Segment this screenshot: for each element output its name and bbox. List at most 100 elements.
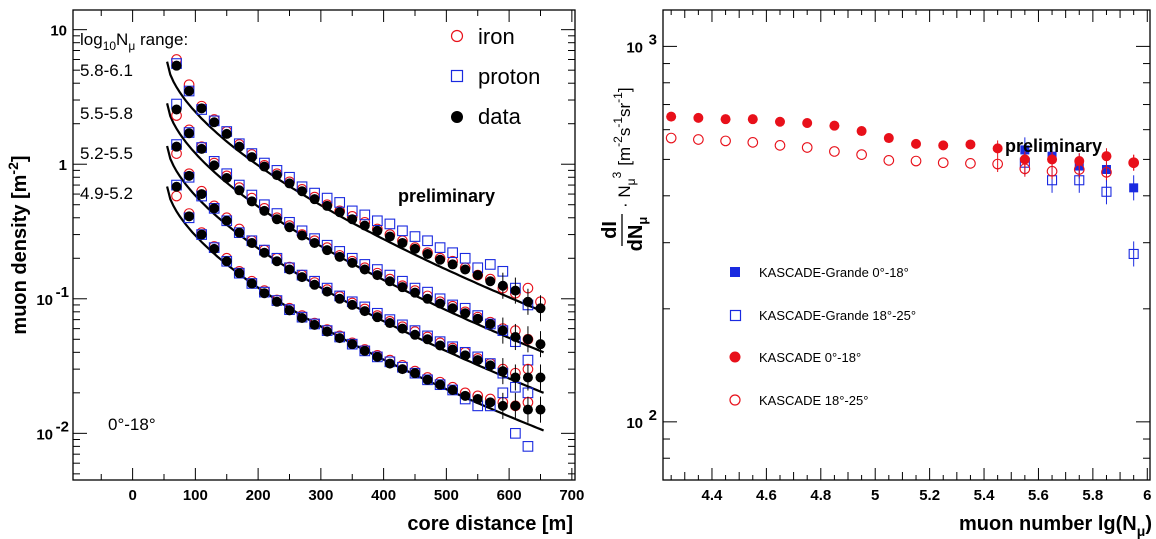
data-point [271,214,282,225]
data-point [184,128,195,139]
range-label-2: 5.5-5.8 [80,104,133,123]
data-point [372,225,383,236]
data-point [246,152,257,163]
range-title-10: 10 [103,39,117,53]
data-point [322,326,333,337]
proton-point [434,242,446,253]
right-y-rest: · Nμ3[m-2s-1sr-1] [610,87,638,208]
right-x-tick-label: 4.4 [702,487,724,504]
right-x-axis-label-end: ) [1145,513,1152,535]
left-y-tick-label: 10 [50,23,67,40]
data-point [460,308,471,319]
kascade-0-18-point [774,116,785,127]
right-preliminary-label: preliminary [1005,136,1102,156]
data-point [271,296,282,307]
legend-iron-marker [450,29,464,43]
data-point [322,245,333,256]
right-y-units-sup1: -2 [611,136,625,147]
right-legend: KASCADE-Grande 0°-18° KASCADE-Grande 18°… [729,265,916,408]
data-point [422,249,433,260]
data-point [409,243,420,254]
data-point [309,319,320,330]
data-point [284,222,295,233]
data-point [246,278,257,289]
data-point [334,293,345,304]
right-x-axis-label-sub: μ [1137,523,1146,539]
data-point [409,329,420,340]
right-x-tick-label: 5.6 [1028,487,1049,504]
data-point [322,286,333,297]
kascade-18-25-point [910,155,922,167]
kascade-0-18-point [720,114,731,125]
kascade-18-25-point [720,135,731,147]
data-point [460,264,471,275]
proton-point [359,209,371,221]
data-point [171,104,182,115]
data-point [297,312,308,323]
proton-point [346,205,358,217]
range-label-4: 4.9-5.2 [80,184,133,203]
kascade-18-25-point [1046,165,1058,177]
right-plot-frame [662,9,1151,481]
data-point [447,344,458,355]
left-x-tick-label: 0 [128,487,136,504]
data-point [196,189,207,200]
right-y-frac-num: dI [599,221,621,239]
data-point [359,345,370,356]
data-point [234,185,245,196]
data-point [246,237,257,248]
data-point [334,207,345,218]
kascade-18-25-point [937,157,949,169]
left-x-axis-label: core distance [m] [407,513,573,535]
right-x-tick-label: 5 [871,487,879,504]
right-x-axis-label: muon number lg(Nμ) [959,513,1152,539]
legend-data-label: data [478,104,522,129]
data-point [472,393,483,404]
iron-point [171,190,182,202]
kascade-18-25-point [693,134,704,145]
left-x-tick-label: 700 [559,487,584,504]
range-title-rest: range: [135,30,188,49]
data-point [209,160,220,171]
data-point [347,339,358,350]
legend-kg-0-18-marker [730,267,740,277]
right-y-tick-label-exp: 2 [649,407,657,424]
data-point [246,196,257,207]
right-y-rest-main: · N [615,185,634,208]
kascade-0-18-point [992,143,1003,154]
range-label-1: 5.8-6.1 [80,61,133,80]
left-x-tick-label: 500 [434,487,459,504]
data-point [234,141,245,152]
right-x-tick-label: 4.6 [756,487,777,504]
right-y-frac-den-sub: μ [635,217,650,225]
legend-proton-label: proton [478,64,540,89]
kg-0-18-point [1129,183,1139,193]
right-y-units-mid: s [615,128,634,137]
data-point [447,259,458,270]
right-x-axis-label-main: muon number lg(N [959,513,1137,535]
data-point [209,243,220,254]
proton-point [447,247,458,259]
data-point [359,306,370,317]
left-fit-curve [166,61,545,313]
data-point [460,390,471,401]
legend-kascade-0-18-label: KASCADE 0°-18° [759,350,861,365]
kascade-18-25-point [1073,164,1085,175]
legend-proton-marker [450,69,464,83]
right-x-tick-label: 4.8 [810,487,831,504]
data-point [397,282,408,293]
data-point [384,231,395,242]
right-y-frac-den-main: dN [625,225,647,252]
data-point [372,312,383,323]
data-point [472,313,483,324]
right-panel: 4.4 4.6 4.8 5 5.2 5.4 5.6 5.8 6 10 2 10 3 muon numb… [599,9,1152,539]
data-point [221,215,232,226]
kascade-18-25-point [665,132,677,144]
data-point [447,384,458,395]
data-point [347,257,358,268]
kascade-0-18-point [856,126,867,137]
legend-kascade-0-18-marker [729,351,741,363]
data-point [184,211,195,222]
